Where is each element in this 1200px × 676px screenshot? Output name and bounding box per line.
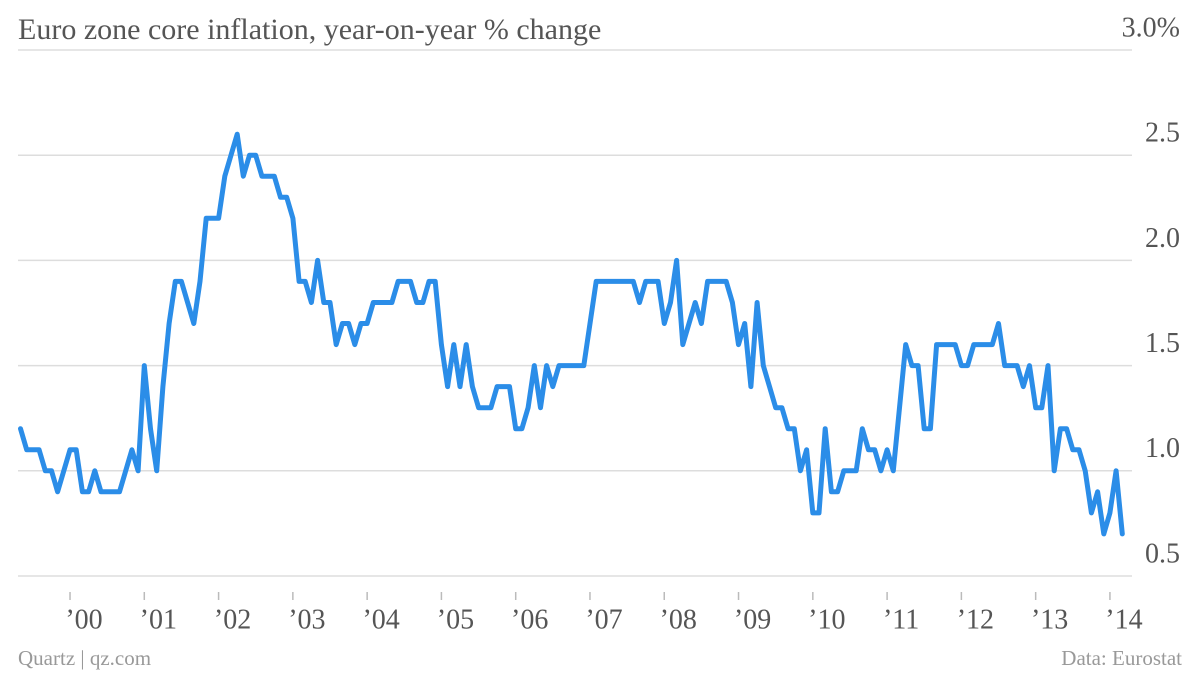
x-tick-label: ’04: [362, 604, 399, 635]
y-tick-label: 2.0: [1145, 223, 1180, 254]
x-tick-label: ’09: [734, 604, 771, 635]
y-tick-label: 0.5: [1145, 538, 1180, 569]
source-right: Data: Eurostat: [1061, 646, 1182, 670]
x-tick-label: ’07: [585, 604, 622, 635]
y-tick-label: 2.5: [1145, 118, 1180, 149]
y-tick-label: 1.0: [1145, 433, 1180, 464]
x-tick-label: ’06: [511, 604, 548, 635]
y-tick-label: 1.5: [1145, 328, 1180, 359]
line-series: [18, 131, 1125, 537]
source-left: Quartz | qz.com: [18, 646, 151, 670]
x-tick-label: ’13: [1031, 604, 1068, 635]
x-tick-label: ’10: [808, 604, 845, 635]
x-tick-label: ’12: [957, 604, 994, 635]
y-tick-label: 3.0%: [1122, 12, 1180, 43]
x-tick-label: ’02: [214, 604, 251, 635]
x-tick-label: ’03: [288, 604, 325, 635]
x-tick-label: ’05: [437, 604, 474, 635]
x-tick-label: ’01: [140, 604, 177, 635]
x-tick-label: ’14: [1105, 604, 1142, 635]
chart-title: Euro zone core inflation, year-on-year %…: [18, 13, 601, 46]
x-tick-label: ’11: [883, 604, 919, 635]
x-tick-label: ’08: [660, 604, 697, 635]
x-tick-label: ’00: [65, 604, 102, 635]
